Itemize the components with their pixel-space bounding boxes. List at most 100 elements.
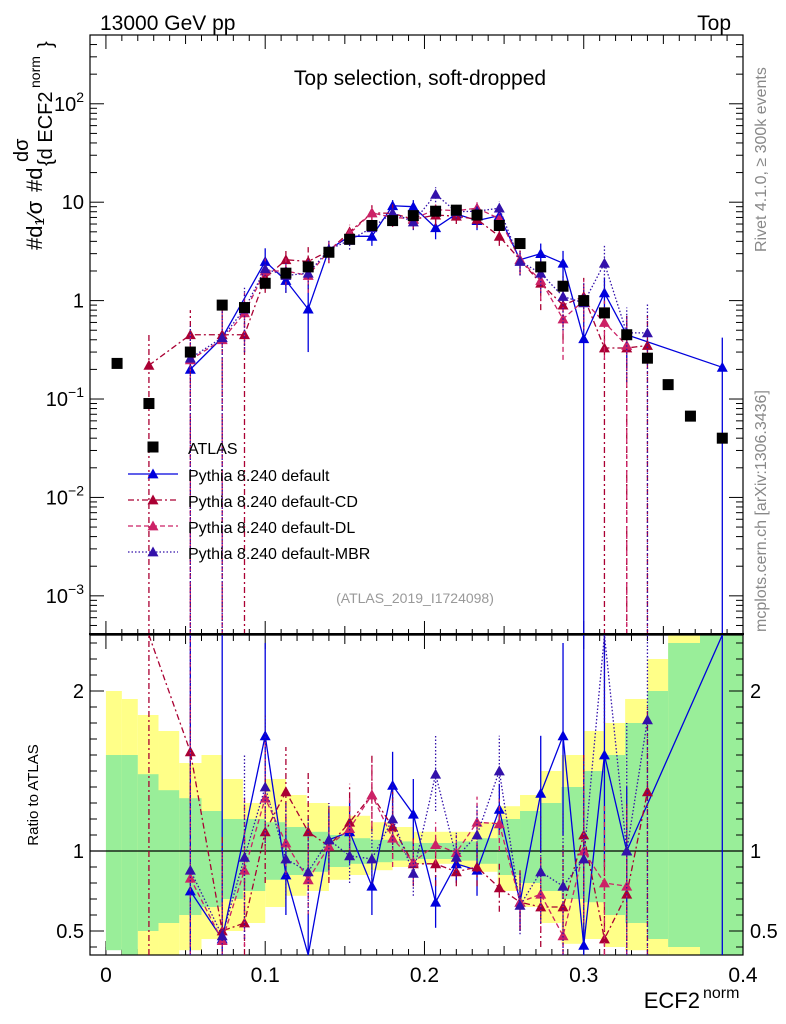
atlas-point [302, 261, 314, 273]
y-tick-label: 1 [73, 291, 84, 313]
ratio-point [557, 730, 569, 741]
series-line [189, 193, 648, 359]
ratio-point [238, 851, 250, 862]
ratio-point [280, 786, 292, 797]
ylabel-frac: #d₁∕σ [22, 200, 47, 250]
atlas-points [111, 204, 728, 444]
ratio-point [259, 730, 271, 741]
atlas-point [111, 357, 123, 369]
ratio-point [557, 880, 569, 891]
ratio-point [407, 856, 419, 867]
series-point [407, 201, 419, 212]
legend-label: ATLAS [188, 441, 238, 458]
series-point [280, 275, 292, 285]
band-green [137, 774, 159, 931]
ratio-point [366, 880, 378, 891]
series-point [493, 202, 505, 213]
x-tick-label: 0 [100, 964, 112, 987]
band-green [699, 635, 743, 955]
series-point [302, 303, 314, 314]
series-ratio-3 [184, 634, 653, 955]
series-point [535, 275, 547, 285]
series-point [216, 332, 228, 343]
ratio-point [514, 899, 526, 910]
x-tick-label: 0.1 [251, 964, 280, 987]
legend-label: Pythia 8.240 default-DL [188, 520, 355, 537]
atlas-point [216, 299, 228, 311]
atlas-point [387, 215, 399, 227]
atlas-point [535, 261, 547, 273]
ratio-panel: 0 0.1 0.2 0.3 0.4 0.5 0.5 1 1 2 2 [56, 633, 778, 987]
ratio-point [598, 749, 610, 760]
legend-marker [147, 546, 159, 557]
band-green [625, 723, 648, 923]
x-axis-label: ECF2 [644, 988, 700, 1013]
ratio-point [641, 786, 653, 797]
series-point [535, 248, 547, 259]
series-point [716, 361, 728, 372]
atlas-point [366, 219, 378, 231]
ratio-point [598, 877, 610, 888]
series-point [557, 291, 569, 301]
main-ylabel: #d₁∕σ #d dσ {d ECF2 norm } [11, 41, 57, 250]
series-point [430, 222, 442, 233]
ratio-y-tick-label: 0.5 [56, 921, 84, 943]
ratio-y-tick-label-right: 0.5 [750, 921, 778, 943]
band-green [222, 819, 243, 899]
ratio-y-tick-label: 2 [73, 681, 84, 703]
atlas-point [471, 209, 483, 221]
band-green [604, 755, 626, 915]
legend: ATLAS Pythia 8.240 default Pythia 8.240 de… [128, 441, 370, 563]
x-tick-label: 0.2 [410, 964, 439, 987]
ratio-point [430, 896, 442, 907]
side-label-top: Rivet 4.1.0, ≥ 300k events [753, 67, 770, 252]
ylabel-sup: norm [27, 56, 43, 88]
watermark: (ATLAS_2019_I1724098) [336, 590, 494, 606]
ratio-point [407, 867, 419, 878]
legend-marker [147, 520, 159, 531]
atlas-point [662, 379, 674, 391]
main-panel: 10−3 10−2 10−1 1 10 102 [46, 34, 744, 955]
chart-title: Top selection, soft-dropped [294, 67, 546, 90]
legend-label: Pythia 8.240 default-MBR [188, 546, 370, 563]
series-point [557, 257, 569, 268]
ratio-point [407, 808, 419, 819]
atlas-point [598, 307, 610, 319]
series-point [641, 327, 653, 338]
atlas-point [557, 280, 569, 292]
atlas-point [407, 210, 419, 222]
ratio-point [450, 866, 462, 877]
x-axis-label-sup: norm [703, 985, 739, 1002]
ratio-point [344, 850, 356, 861]
atlas-point [280, 267, 292, 279]
atlas-point [450, 204, 462, 216]
band-green [497, 819, 521, 875]
legend-marker-atlas [147, 441, 159, 453]
legend-marker [147, 494, 159, 505]
ratio-point [535, 866, 547, 877]
series-main-1 [143, 204, 653, 635]
y-tick-label: 102 [54, 89, 84, 116]
header-right: Top [697, 12, 731, 35]
atlas-point [344, 233, 356, 245]
ratio-point [302, 826, 314, 837]
band-green [647, 691, 669, 939]
ylabel-denom: {d ECF2 [35, 92, 57, 166]
ratio-point [344, 823, 356, 833]
series-point [598, 287, 610, 298]
header-left: 13000 GeV pp [100, 12, 235, 35]
y-tick-label: 10−3 [46, 581, 84, 608]
series-point [302, 267, 314, 278]
ratio-point [366, 853, 378, 864]
series-point [143, 359, 155, 370]
ratio-point [259, 781, 271, 792]
ratio-point [184, 864, 196, 875]
atlas-point [684, 410, 696, 422]
series-point [259, 263, 271, 274]
band-green [105, 755, 122, 951]
ylabel-main: #d [22, 168, 47, 192]
y-tick-label: 10 [62, 192, 84, 214]
y-tick-label: 10−2 [46, 482, 84, 509]
ratio-point [578, 853, 590, 864]
